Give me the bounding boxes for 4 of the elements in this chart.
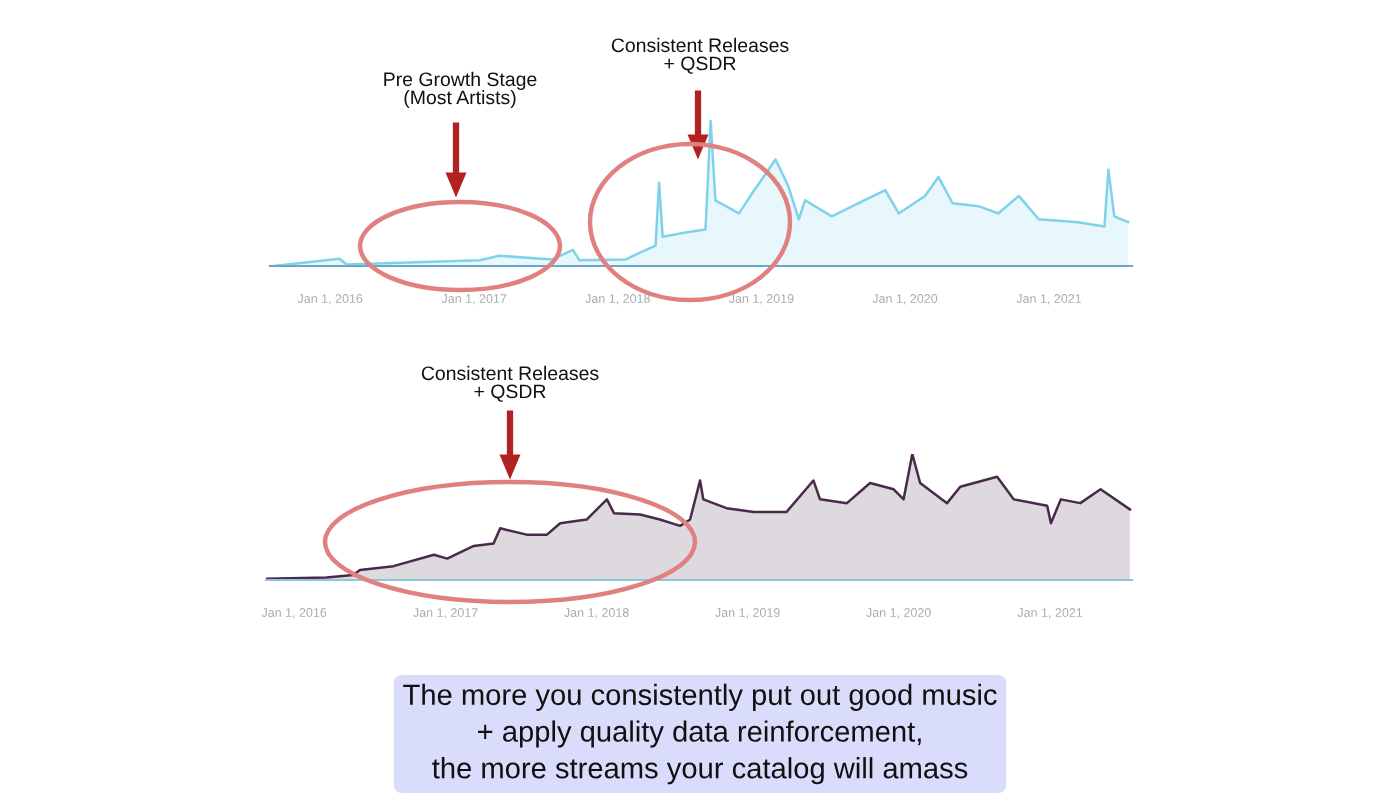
- text: Consistent Releases + QSDR: [611, 37, 789, 74]
- text: The more you consistently put out good music + apply quality data reinforcement, the more streams your catalog will amass: [403, 683, 997, 785]
- text: Pre Growth Stage (Most Artists): [384, 71, 537, 109]
- text: Consistent Releases + QSDR: [421, 365, 599, 402]
